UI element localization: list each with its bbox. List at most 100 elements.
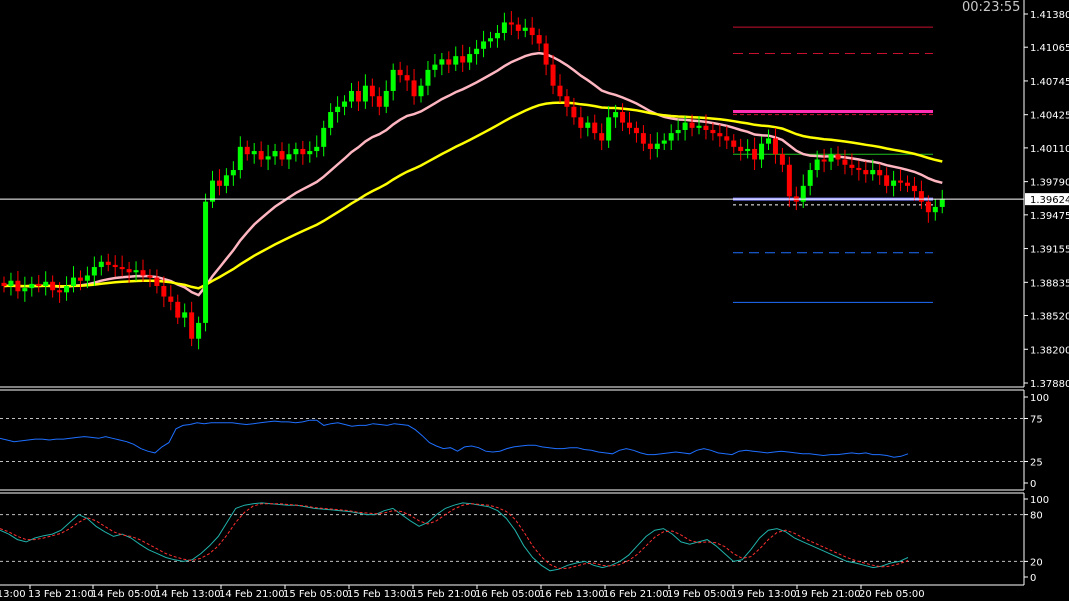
y-tick-label: 1.38520 [1030, 312, 1069, 323]
bear-candle-body [925, 201, 931, 213]
current-price-tag-label: 1.39624 [1030, 195, 1069, 206]
candlestick-series [1, 11, 945, 350]
bull-candle-body [8, 280, 14, 287]
bull-candle-body [64, 286, 70, 293]
bear-candle-body [884, 175, 890, 186]
bear-candle-body [842, 159, 848, 165]
bull-candle-body [654, 143, 660, 149]
bear-candle-body [411, 80, 417, 97]
bear-candle-body [105, 261, 111, 265]
bear-candle-body [856, 167, 862, 171]
bull-candle-body [585, 122, 591, 128]
bull-candle-body [98, 261, 104, 268]
bull-candle-body [230, 170, 236, 176]
x-tick-label: 13 Feb 21:00 [28, 589, 94, 600]
bull-candle-body [91, 267, 97, 276]
x-tick-label: 19 Feb 21:00 [795, 589, 861, 600]
bull-candle-body [668, 133, 674, 141]
bear-candle-body [300, 148, 306, 155]
x-tick-label: 20 Feb 05:00 [859, 589, 925, 600]
bear-candle-body [849, 164, 855, 168]
current-price-tag-box [1025, 193, 1069, 206]
bull-candle-body [891, 180, 897, 186]
bull-candle-body [870, 170, 876, 175]
bear-candle-body [592, 122, 598, 134]
bear-candle-body [627, 122, 632, 128]
bull-candle-body [84, 275, 90, 281]
bull-candle-body [362, 85, 368, 102]
bull-candle-body [807, 170, 813, 186]
bull-candle-body [43, 281, 49, 287]
bear-candle-body [77, 277, 83, 281]
bull-candle-body [766, 138, 771, 144]
rsi-line-layer [0, 418, 1024, 462]
x-tick-label: 14 Feb 13:00 [155, 589, 221, 600]
bull-candle-body [661, 140, 667, 144]
bull-candle-body [307, 151, 313, 155]
y-tick-label: 1.41380 [1030, 10, 1069, 21]
y-tick-label: 0 [1030, 573, 1036, 584]
x-tick-label: 13 Feb 13:00 [0, 589, 26, 600]
bear-candle-body [515, 24, 521, 31]
bear-candle-body [529, 27, 535, 36]
bear-candle-body [50, 281, 56, 291]
bull-candle-body [29, 283, 35, 289]
y-tick-label: 1.41065 [1030, 43, 1069, 54]
bear-candle-body [168, 296, 174, 302]
bear-candle-body [911, 185, 917, 192]
bull-candle-body [418, 85, 424, 97]
bear-candle-body [640, 133, 646, 144]
y-tick-label: 1.40110 [1030, 144, 1069, 155]
bull-candle-body [203, 201, 209, 323]
bull-candle-body [390, 69, 396, 91]
bull-candle-body [432, 64, 438, 70]
y-tick-label: 1.40745 [1030, 77, 1069, 88]
bear-candle-body [543, 43, 549, 65]
bull-candle-body [606, 117, 612, 141]
bear-candle-body [216, 180, 222, 186]
bear-candle-body [821, 159, 827, 162]
bear-candle-body [536, 35, 542, 44]
y-tick-label: 100 [1030, 393, 1049, 404]
bull-candle-body [223, 175, 229, 186]
bear-candle-body [571, 106, 577, 118]
indicator-main-line [0, 419, 909, 458]
bear-candle-body [279, 151, 285, 160]
bear-candle-body [703, 125, 709, 130]
bear-candle-body [898, 180, 904, 183]
bull-candle-body [800, 185, 806, 202]
bear-candle-body [710, 129, 716, 134]
bear-candle-body [446, 59, 452, 65]
bull-candle-body [613, 112, 619, 118]
x-tick-label: 16 Feb 21:00 [603, 589, 669, 600]
current-price-tag: 1.39624 [1025, 193, 1069, 206]
bull-candle-body [342, 101, 348, 107]
bull-candle-body [501, 22, 507, 33]
y-tick-label: 75 [1030, 415, 1043, 426]
main-y-axis: 1.41380 1.41065 1.40745 1.40425 1.40110 1.397… [1024, 10, 1069, 390]
bull-candle-body [328, 112, 334, 128]
bull-candle-body [439, 59, 445, 65]
bull-candle-body [467, 54, 473, 63]
bear-candle-body [599, 133, 605, 141]
bear-candle-body [126, 269, 132, 273]
bear-candle-body [244, 146, 250, 155]
moving-averages [3, 51, 943, 297]
ma-slow-line [3, 101, 943, 290]
y-tick-label: 0 [1030, 479, 1036, 490]
bull-candle-body [321, 127, 327, 147]
x-tick-label: 16 Feb 05:00 [475, 589, 541, 600]
bull-candle-body [522, 27, 528, 31]
bear-candle-body [620, 112, 626, 123]
bear-candle-body [633, 127, 639, 134]
x-tick-label: 15 Feb 13:00 [347, 589, 413, 600]
indicator-signal-line [0, 503, 909, 569]
bear-candle-body [355, 90, 361, 102]
bear-candle-body [877, 170, 883, 176]
bull-candle-body [182, 312, 188, 318]
bear-candle-body [835, 154, 841, 160]
bear-candle-body [154, 277, 160, 287]
bull-candle-body [335, 106, 341, 113]
bear-candle-body [752, 148, 758, 160]
